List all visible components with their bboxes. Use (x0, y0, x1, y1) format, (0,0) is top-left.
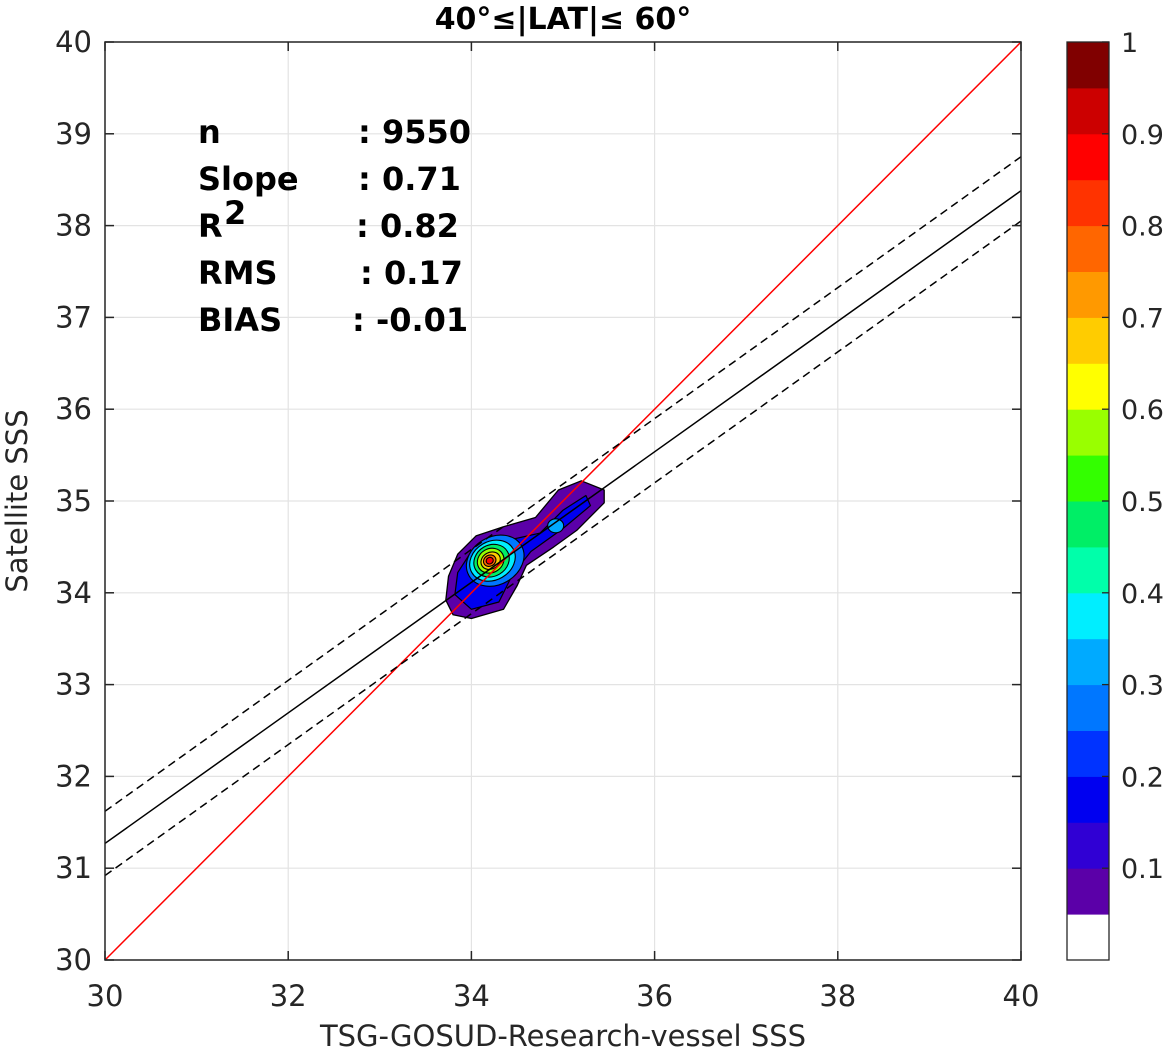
x-tick-label: 34 (453, 979, 490, 1013)
stat-value: : 9550 (358, 113, 471, 151)
density-contour-level (547, 518, 565, 534)
colorbar-segment (1067, 179, 1109, 227)
colorbar-segment (1067, 133, 1109, 181)
colorbar-segment (1067, 592, 1109, 640)
stat-label: BIAS (198, 301, 282, 339)
colorbar-segment (1067, 363, 1109, 410)
y-tick-label: 40 (55, 25, 92, 59)
colorbar-tick-label: 0.2 (1121, 762, 1164, 793)
y-tick-label: 36 (55, 392, 92, 426)
colorbar-segment (1067, 868, 1109, 915)
y-tick-label: 35 (55, 484, 92, 518)
colorbar-tick-label: 0.5 (1121, 487, 1164, 518)
y-tick-label: 39 (55, 117, 92, 151)
colorbar-segment (1067, 225, 1109, 272)
fit-upper-line (105, 156, 1021, 812)
colorbar-tick-label: 0.4 (1121, 579, 1164, 610)
stat-value: : 0.17 (360, 254, 463, 292)
colorbar-segment (1067, 409, 1109, 456)
stats-box: n : 9550 Slope : 0.71 R 2 : 0.82 RMS : 0.17 BIAS:… (198, 113, 471, 339)
stat-label: RMS (198, 254, 278, 292)
density-contour-level (485, 556, 494, 565)
y-tick-label: 30 (55, 943, 92, 977)
y-tick-label: 33 (55, 668, 92, 702)
stat-value: : 0.82 (356, 207, 459, 245)
regression-lines (105, 42, 1021, 960)
x-tick-label: 30 (87, 979, 124, 1013)
y-tick-label: 38 (55, 209, 92, 243)
x-tick-label: 40 (1003, 979, 1040, 1013)
colorbar-segment (1067, 684, 1109, 731)
colorbar-tick-label: 0.6 (1121, 395, 1164, 426)
axis-ticks: 30 32 34 36 38 40 30 31 32 33 34 35 36 37 38 39 40 (55, 25, 1039, 1013)
colorbar-tick-label: 0.3 (1121, 671, 1164, 702)
stat-label: R (198, 207, 223, 245)
colorbar-segment (1067, 42, 1109, 89)
colorbar-tick-label: 0.9 (1121, 120, 1164, 151)
identity-line (105, 42, 1021, 960)
colorbar-segment (1067, 546, 1109, 594)
x-tick-label: 32 (270, 979, 307, 1013)
colorbar-segment (1067, 87, 1109, 135)
colorbar: 0.1 0.2 0.3 0.4 0.5 0.6 0.7 0.8 0.9 1 (1066, 28, 1164, 961)
colorbar-segment (1067, 317, 1109, 364)
colorbar-tick-label: 0.8 (1121, 212, 1164, 243)
y-axis-label: Satellite SSS (0, 409, 34, 592)
colorbar-tick-label: 1 (1121, 28, 1138, 59)
colorbar-segment (1067, 271, 1109, 318)
stat-label: n (198, 113, 221, 151)
colorbar-segment (1067, 730, 1109, 777)
y-tick-label: 37 (55, 300, 92, 334)
stat-superscript: 2 (224, 194, 246, 232)
fit-line (105, 190, 1021, 845)
colorbar-segment (1067, 914, 1109, 961)
colorbar-segment (1067, 501, 1109, 548)
stat-value: : 0.71 (358, 160, 461, 198)
colorbar-tick-label: 0.7 (1121, 303, 1164, 334)
y-tick-label: 31 (55, 851, 92, 885)
fit-lower-line (105, 220, 1021, 877)
colorbar-segment (1067, 822, 1109, 869)
colorbar-tick-label: 0.1 (1121, 854, 1164, 885)
x-tick-label: 38 (819, 979, 856, 1013)
colorbar-segment (1067, 776, 1109, 823)
colorbar-segment (1067, 455, 1109, 502)
y-tick-label: 34 (55, 576, 92, 610)
stat-label: Slope (198, 160, 299, 198)
chart-title: 40°≤|LAT|≤ 60° (435, 2, 692, 37)
stat-value: : -0.01 (352, 301, 468, 339)
colorbar-segment (1067, 638, 1109, 686)
x-axis-label: TSG-GOSUD-Research-vessel SSS (319, 1019, 806, 1053)
y-tick-label: 32 (55, 759, 92, 793)
x-tick-label: 36 (636, 979, 673, 1013)
